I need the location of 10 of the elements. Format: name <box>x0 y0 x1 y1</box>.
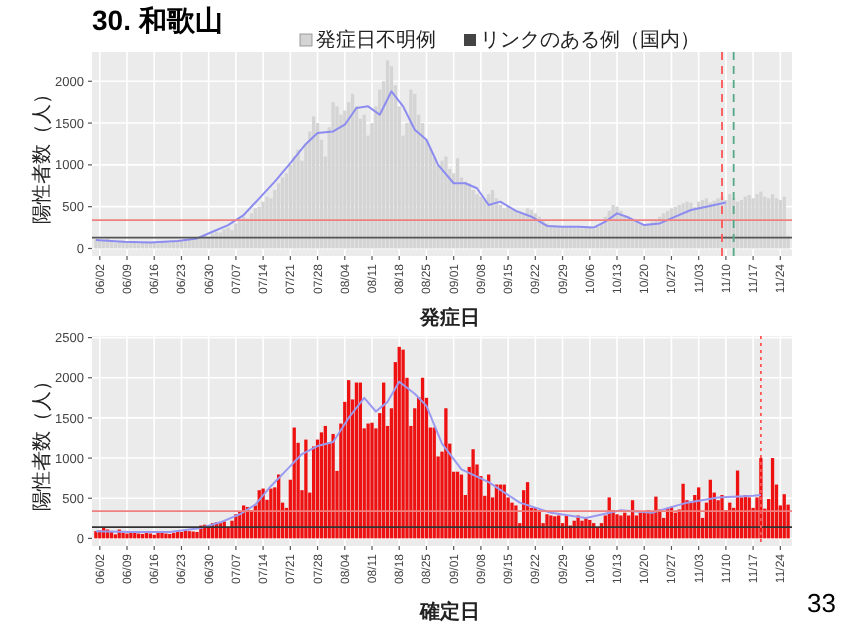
legend-label: 発症日不明例 <box>316 28 436 52</box>
y-axis-title: 陽性者数（人） <box>30 84 54 224</box>
y-axis-title: 陽性者数（人） <box>30 371 54 511</box>
line-series <box>94 90 727 244</box>
x-axis-title: 発症日 <box>418 306 480 330</box>
text: 33 <box>807 588 836 618</box>
line-series <box>94 380 762 533</box>
x-axis-title: 確定日 <box>418 600 480 624</box>
annotation: リンクのある例（国内） <box>480 28 700 52</box>
chart-title: 30. 和歌山 <box>92 4 223 36</box>
